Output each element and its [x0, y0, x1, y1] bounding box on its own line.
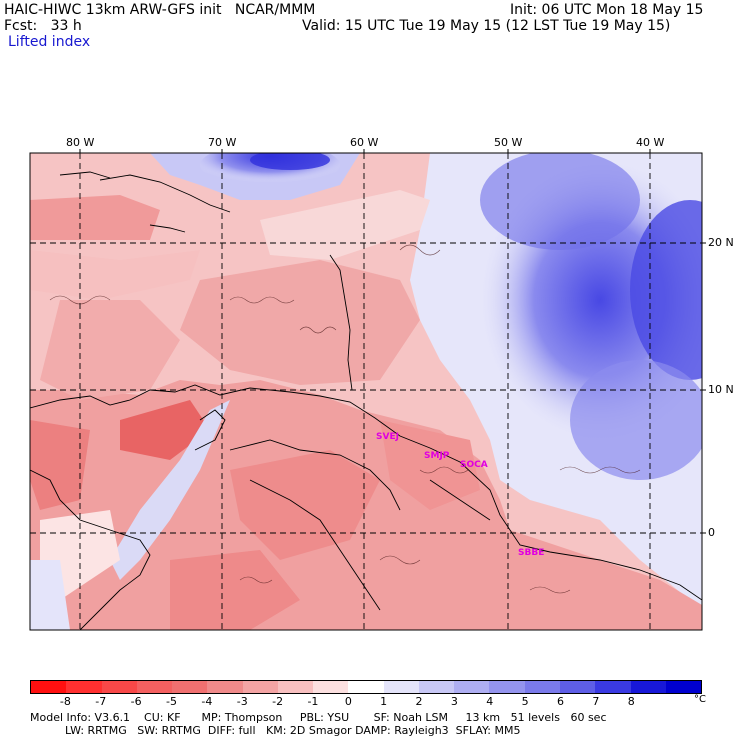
legend-swatch [348, 681, 384, 693]
legend-swatch [101, 681, 137, 693]
init-time: Init: 06 UTC Mon 18 May 15 [510, 2, 704, 18]
lat-label-20n: 20 N [708, 236, 734, 249]
legend-swatch [136, 681, 173, 693]
valid-time: Valid: 15 UTC Tue 19 May 15 (12 LST Tue … [302, 18, 671, 34]
lon-label-70w: 70 W [208, 136, 237, 149]
lat-label-10n: 10 N [708, 383, 734, 396]
legend-tick-label: -3 [236, 695, 248, 708]
legend-swatch [489, 681, 525, 693]
station-sbbe: SBBE [518, 548, 545, 558]
legend-swatch [454, 681, 490, 693]
legend-tick-label: 6 [557, 695, 565, 708]
legend-tick-label: 3 [450, 695, 458, 708]
legend-tick-label: 2 [415, 695, 423, 708]
legend-tick-label: 8 [627, 695, 635, 708]
legend-tick-label: -5 [165, 695, 177, 708]
legend-tick-label: 1 [380, 695, 388, 708]
legend-swatch [242, 681, 278, 693]
map-frame [29, 152, 703, 631]
legend-tick-label: 5 [521, 695, 529, 708]
legend-swatch [383, 681, 419, 693]
legend-unit: °C [694, 694, 706, 705]
stable-streak-west [110, 400, 230, 580]
legend-swatch [595, 681, 631, 693]
legend-tick-label: 0 [344, 695, 352, 708]
lat-label-0: 0 [708, 526, 715, 539]
legend-swatch [277, 681, 314, 693]
field-name: Lifted index [8, 34, 91, 50]
legend-tick-label: -7 [95, 695, 107, 708]
lon-label-80w: 80 W [66, 136, 95, 149]
legend-tick-label: -4 [201, 695, 213, 708]
station-svej: SVEJ [376, 432, 399, 442]
legend-swatch [31, 681, 67, 693]
forecast-hour: Fcst: 33 h [4, 18, 82, 34]
station-smjp: SMJP [424, 451, 450, 461]
model-title: HAIC-HIWC 13km ARW-GFS init NCAR/MMM [4, 2, 316, 18]
legend-swatch [207, 681, 243, 693]
legend-tick-label: -2 [272, 695, 284, 708]
legend-swatch [172, 681, 208, 693]
legend-swatch [559, 681, 596, 693]
legend-tick-label: 4 [486, 695, 494, 708]
station-soca: SOCA [460, 460, 488, 470]
legend-tick-label: -8 [59, 695, 71, 708]
legend-tick-label: 7 [592, 695, 600, 708]
lon-label-40w: 40 W [636, 136, 665, 149]
legend-swatch [524, 681, 560, 693]
model-info-line2: LW: RRTMG SW: RRTMG DIFF: full KM: 2D Sm… [30, 724, 521, 737]
legend-swatch [418, 681, 455, 693]
legend-tick-label: -1 [307, 695, 319, 708]
model-info-line1: Model Info: V3.6.1 CU: KF MP: Thompson P… [30, 711, 607, 724]
lon-label-60w: 60 W [350, 136, 379, 149]
legend-swatch [66, 681, 102, 693]
legend-swatch [313, 681, 349, 693]
lon-label-50w: 50 W [494, 136, 523, 149]
color-legend [30, 680, 702, 694]
legend-tick-label: -6 [130, 695, 142, 708]
legend-swatch [665, 681, 702, 693]
legend-swatch [630, 681, 666, 693]
